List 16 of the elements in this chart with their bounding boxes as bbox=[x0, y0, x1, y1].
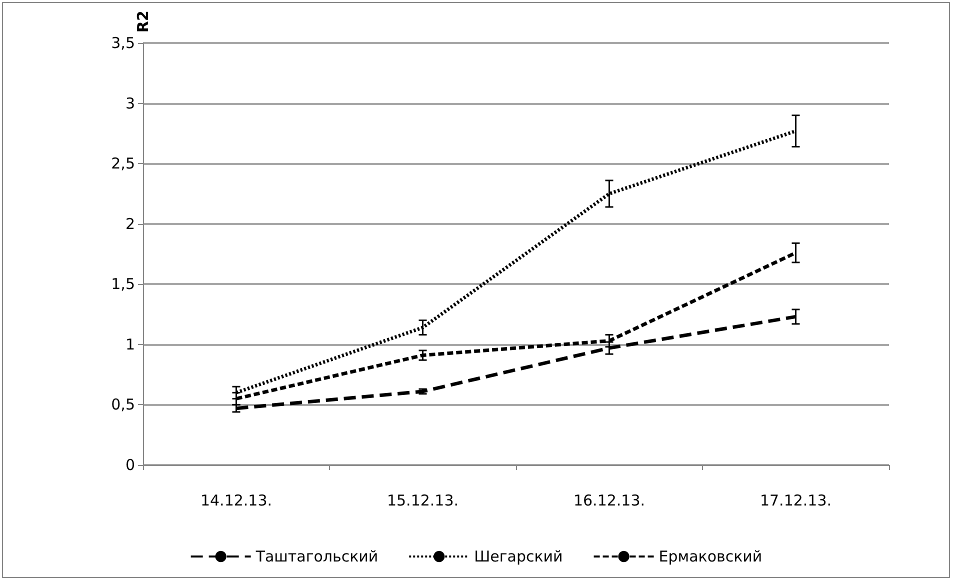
legend-label: Шегарский bbox=[474, 548, 563, 566]
y-tick-label: 0 bbox=[125, 456, 135, 474]
x-tick-label: 14.12.13. bbox=[200, 492, 272, 510]
y-tick-label: 0,5 bbox=[111, 396, 135, 414]
legend-label: Таштагольский bbox=[254, 548, 378, 566]
y-tick-label: 1 bbox=[125, 335, 135, 354]
y-tick-label: 3,5 bbox=[111, 34, 135, 52]
x-tick-label: 15.12.13. bbox=[386, 492, 459, 510]
x-tick-label: 17.12.13. bbox=[760, 492, 832, 510]
y-tick-label: 2 bbox=[125, 214, 135, 233]
y-tick-label: 3 bbox=[125, 94, 135, 112]
y-tick-label: 1,5 bbox=[111, 275, 135, 294]
x-tick-label: 16.12.13. bbox=[573, 492, 646, 510]
legend-label: Ермаковский bbox=[658, 548, 762, 566]
y-axis-title: R2 bbox=[134, 10, 152, 33]
y-tick-label: 2,5 bbox=[111, 154, 135, 173]
